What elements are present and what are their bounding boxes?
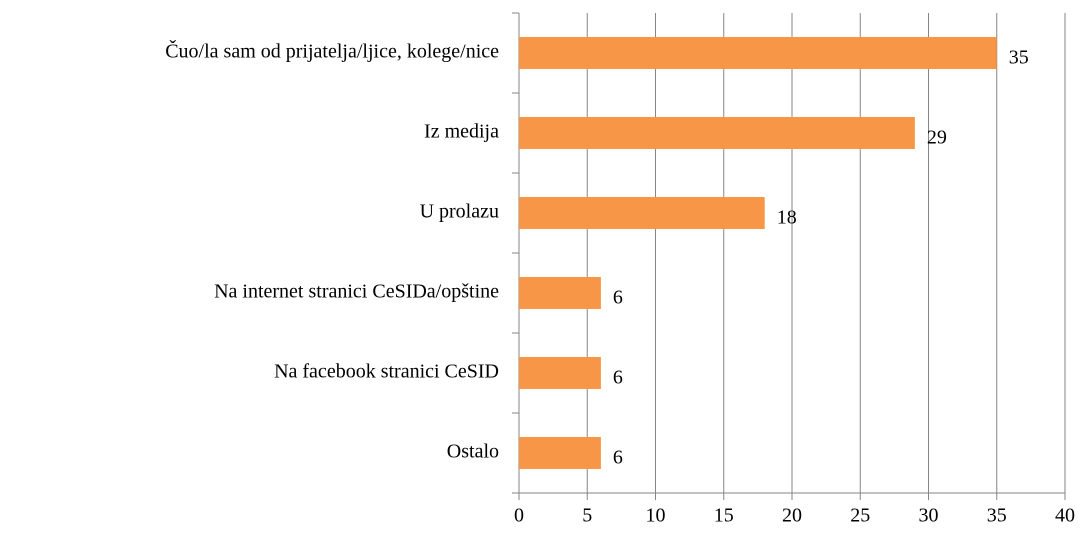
bar (519, 437, 601, 469)
y-tick-label: Na internet stranici CeSIDa/opštine (214, 281, 499, 303)
y-tick-label: Čuo/la sam od prijatelja/ljice, kolege/n… (165, 39, 499, 63)
x-tick-label: 35 (987, 505, 1007, 527)
x-tick-label: 10 (646, 505, 666, 527)
x-tick-label: 25 (850, 505, 870, 527)
value-label: 29 (927, 127, 947, 149)
bar (519, 197, 765, 229)
bar (519, 117, 915, 149)
y-tick-label: Na facebook stranici CeSID (274, 361, 499, 383)
bar (519, 37, 997, 69)
y-tick-label: U prolazu (420, 201, 499, 223)
y-tick-label: Iz medija (424, 121, 499, 143)
bar (519, 277, 601, 309)
x-tick-label: 40 (1055, 505, 1075, 527)
x-tick-label: 20 (782, 505, 802, 527)
value-label: 6 (613, 287, 623, 309)
x-tick-label: 0 (514, 505, 524, 527)
value-label: 6 (613, 447, 623, 469)
bar (519, 357, 601, 389)
y-tick-label: Ostalo (447, 441, 499, 463)
value-label: 6 (613, 367, 623, 389)
x-tick-label: 15 (714, 505, 734, 527)
value-label: 18 (777, 207, 797, 229)
value-label: 35 (1009, 47, 1029, 69)
x-tick-label: 30 (919, 505, 939, 527)
x-tick-label: 5 (582, 505, 592, 527)
